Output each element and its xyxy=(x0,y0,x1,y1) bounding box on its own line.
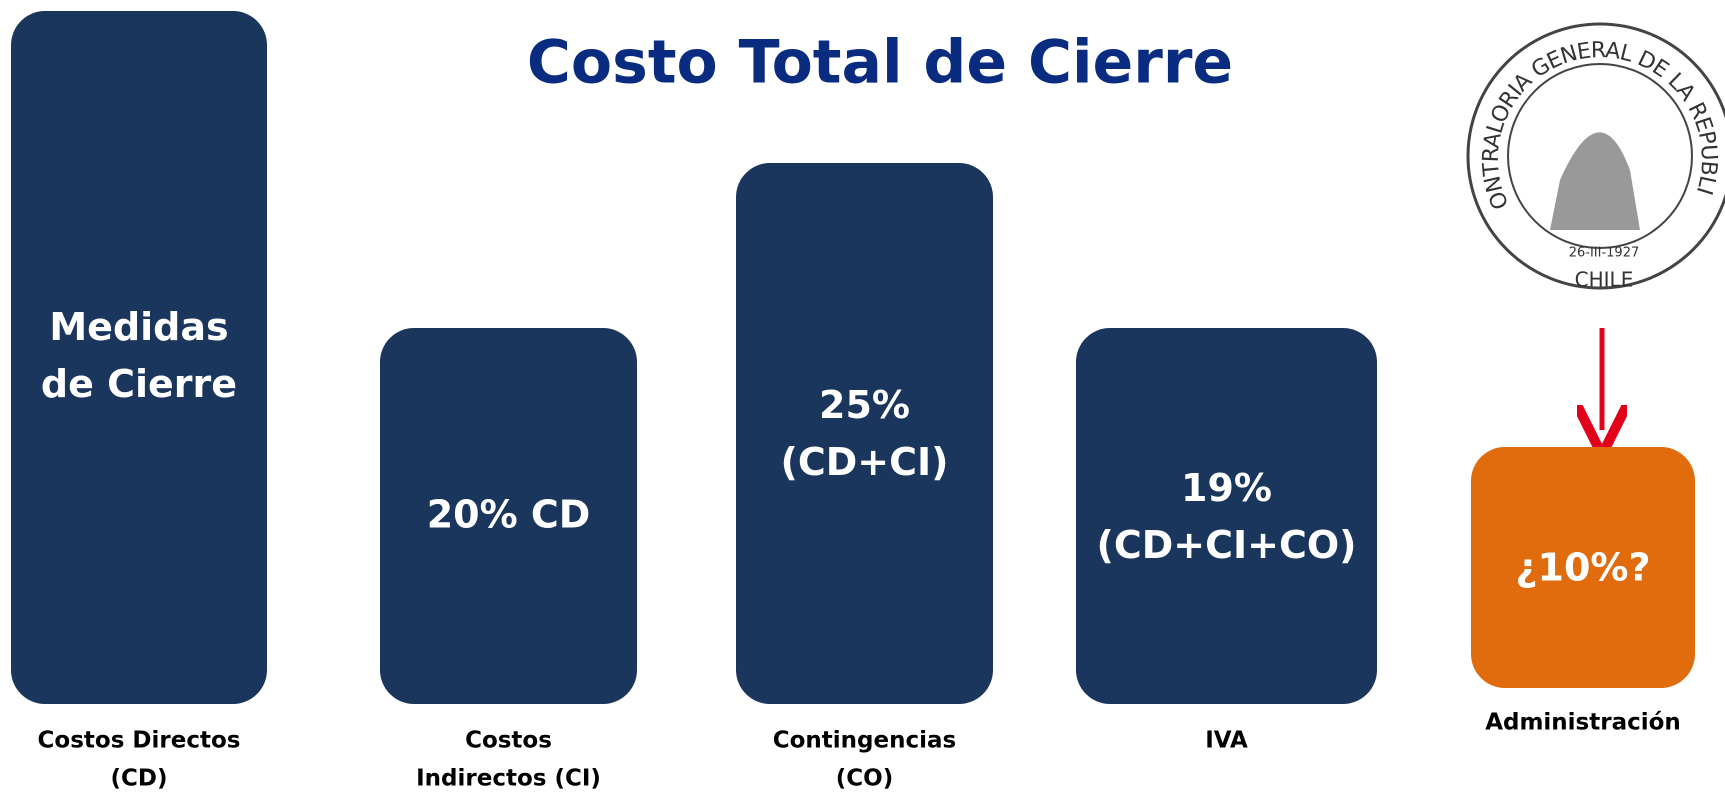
box-label: Indirectos (CI) xyxy=(416,766,601,792)
box-label: (CO) xyxy=(836,766,893,792)
box xyxy=(1076,328,1377,704)
box xyxy=(736,163,993,704)
box xyxy=(1471,447,1695,688)
title: Costo Total de Cierre xyxy=(527,28,1233,98)
box-label: Costos Directos xyxy=(38,728,241,754)
box-text: de Cierre xyxy=(41,362,237,406)
box xyxy=(380,328,637,704)
box-label: Contingencias xyxy=(773,728,956,754)
box-text: (CD+CI+CO) xyxy=(1096,523,1356,567)
box-label: IVA xyxy=(1205,728,1248,754)
box-text: ¿10%? xyxy=(1515,546,1650,590)
box-text: 25% xyxy=(819,383,910,427)
box-text: (CD+CI) xyxy=(780,440,948,484)
box-text: 19% xyxy=(1181,466,1272,510)
seal-inner xyxy=(1507,63,1693,249)
box-label: (CD) xyxy=(111,766,168,792)
box-label: Administración xyxy=(1485,710,1681,736)
box-text: Medidas xyxy=(49,305,228,349)
box xyxy=(11,11,267,704)
seal-date: 26-III-1927 xyxy=(1569,246,1640,261)
seal-figure xyxy=(1550,132,1640,230)
seal-country: CHILE xyxy=(1575,268,1634,292)
box-text: 20% CD xyxy=(427,493,591,537)
box-label: Costos xyxy=(465,728,552,754)
